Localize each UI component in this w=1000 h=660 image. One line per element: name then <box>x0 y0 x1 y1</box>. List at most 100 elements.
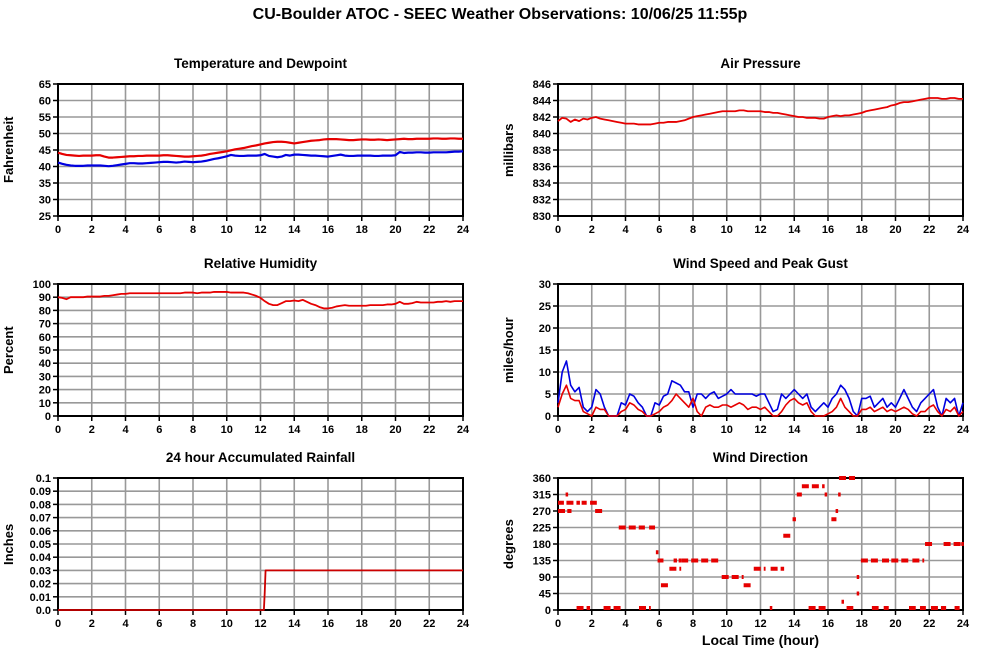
x-tick-label: 4 <box>622 618 629 630</box>
x-tick-label: 14 <box>788 618 801 630</box>
series-wind-speed <box>557 384 964 417</box>
chart-title: Wind Speed and Peak Gust <box>673 256 848 271</box>
y-tick-label: 0 <box>545 605 551 617</box>
series-humidity <box>57 291 463 310</box>
x-tick-label: 20 <box>889 618 901 630</box>
x-tick-label: 4 <box>622 424 629 436</box>
y-tick-label: 80 <box>39 305 51 317</box>
y-tick-label: 100 <box>33 279 51 291</box>
y-tick-label: 20 <box>539 323 551 335</box>
x-tick-label: 18 <box>856 424 868 436</box>
x-tick-label: 24 <box>457 618 470 630</box>
plot-area: 0 2 4 6 8 10 12 14 16 18 20 22 240102030405060708090… <box>33 279 470 436</box>
x-tick-label: 22 <box>423 224 435 236</box>
x-tick-label: 4 <box>122 424 129 436</box>
y-tick-label: 0.07 <box>30 513 51 525</box>
series-dewpoint <box>57 150 464 168</box>
x-tick-label: 16 <box>822 424 834 436</box>
x-tick-label: 24 <box>957 224 970 236</box>
y-tick-label: 60 <box>39 96 51 108</box>
x-tick-label: 6 <box>656 618 662 630</box>
x-tick-label: 20 <box>389 224 401 236</box>
x-tick-label: 24 <box>957 424 970 436</box>
x-tick-label: 20 <box>389 618 401 630</box>
y-tick-label: 65 <box>39 79 51 91</box>
x-tick-label: 24 <box>457 424 470 436</box>
y-tick-label: 20 <box>39 385 51 397</box>
x-tick-label: 22 <box>923 224 935 236</box>
x-tick-label: 20 <box>389 424 401 436</box>
y-tick-label: 50 <box>39 345 51 357</box>
y-tick-label: 60 <box>39 332 51 344</box>
x-tick-label: 22 <box>923 618 935 630</box>
plot-border <box>557 283 964 417</box>
x-tick-label: 18 <box>356 424 368 436</box>
x-tick-label: 0 <box>555 618 561 630</box>
x-tick-label: 6 <box>156 618 162 630</box>
x-tick-label: 8 <box>190 424 196 436</box>
x-tick-label: 2 <box>89 224 95 236</box>
x-tick-label: 4 <box>622 224 629 236</box>
y-tick-label: 50 <box>39 129 51 141</box>
x-axis-label: Local Time (hour) <box>701 632 820 648</box>
y-tick-label: 315 <box>533 490 551 502</box>
grid <box>553 477 964 615</box>
x-tick-label: 6 <box>156 424 162 436</box>
x-tick-label: 0 <box>55 424 61 436</box>
x-tick-label: 18 <box>856 618 868 630</box>
x-tick-label: 2 <box>89 618 95 630</box>
x-tick-label: 14 <box>788 224 801 236</box>
x-tick-label: 20 <box>889 424 901 436</box>
y-tick-label: 15 <box>539 345 551 357</box>
plot-area: 0 2 4 6 8 10 12 14 16 18 20 22 240.00.010.020.030.04… <box>30 473 470 630</box>
x-tick-label: 8 <box>690 424 696 436</box>
x-tick-label: 20 <box>889 224 901 236</box>
y-tick-label: 0.09 <box>30 486 51 498</box>
y-tick-label: 40 <box>39 162 51 174</box>
y-tick-label: 45 <box>539 589 551 601</box>
y-tick-label: 225 <box>533 523 551 535</box>
y-tick-label: 30 <box>539 279 551 291</box>
x-tick-label: 10 <box>721 424 733 436</box>
y-tick-label: 834 <box>533 178 552 190</box>
x-tick-label: 8 <box>690 618 696 630</box>
x-tick-label: 10 <box>221 424 233 436</box>
y-tick-label: 0.04 <box>30 552 52 564</box>
x-tick-label: 2 <box>89 424 95 436</box>
x-tick-label: 18 <box>356 224 368 236</box>
y-tick-label: 25 <box>539 301 551 313</box>
y-tick-label: 270 <box>533 506 551 518</box>
x-tick-label: 16 <box>322 424 334 436</box>
x-tick-label: 2 <box>589 224 595 236</box>
x-tick-label: 16 <box>822 618 834 630</box>
plot-border <box>57 83 464 217</box>
y-tick-label: 0.0 <box>36 605 51 617</box>
y-tick-label: 90 <box>539 572 551 584</box>
y-tick-label: 842 <box>533 112 551 124</box>
y-tick-label: 0.1 <box>36 473 51 485</box>
plot-border <box>57 283 464 417</box>
grid <box>53 477 464 615</box>
chart-wind-direction: Wind Direction degrees 0 2 4 6 8 10 12 14 16 18 20… <box>500 448 975 660</box>
x-tick-label: 6 <box>656 224 662 236</box>
y-tick-label: 830 <box>533 211 551 223</box>
x-tick-label: 14 <box>288 224 301 236</box>
x-tick-label: 12 <box>254 618 266 630</box>
plot-area: 0 2 4 6 8 10 12 14 16 18 20 22 240459013518022527031… <box>533 473 970 630</box>
y-tick-label: 5 <box>545 389 551 401</box>
x-tick-label: 14 <box>288 424 301 436</box>
grid <box>553 283 964 421</box>
series-temperature <box>57 137 463 159</box>
y-tick-label: 25 <box>39 211 51 223</box>
x-tick-label: 22 <box>923 424 935 436</box>
x-tick-label: 2 <box>589 424 595 436</box>
y-tick-label: 10 <box>39 398 51 410</box>
x-tick-label: 14 <box>788 424 801 436</box>
chart-title: Wind Direction <box>712 450 809 465</box>
x-tick-label: 24 <box>457 224 470 236</box>
chart-title: Temperature and Dewpoint <box>173 56 348 71</box>
chart-title: 24 hour Accumulated Rainfall <box>165 450 356 465</box>
x-tick-label: 8 <box>690 224 696 236</box>
x-tick-label: 22 <box>423 424 435 436</box>
x-tick-label: 12 <box>254 224 266 236</box>
